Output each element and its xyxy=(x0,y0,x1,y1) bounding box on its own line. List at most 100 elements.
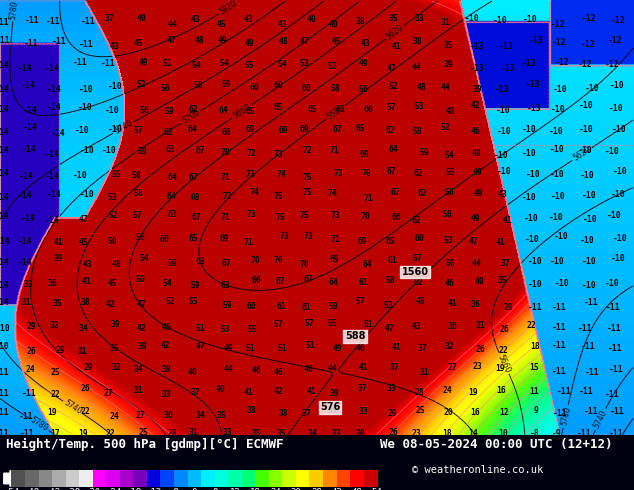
Text: 70: 70 xyxy=(361,169,371,177)
Text: 55: 55 xyxy=(247,325,257,334)
Text: 23: 23 xyxy=(472,363,482,371)
Text: 69: 69 xyxy=(299,125,309,134)
Text: 63: 63 xyxy=(167,210,177,219)
Text: 46: 46 xyxy=(444,279,454,288)
Text: 1560: 1560 xyxy=(401,267,429,277)
Text: 73: 73 xyxy=(330,211,340,220)
Text: -14: -14 xyxy=(0,212,10,221)
Text: -10: -10 xyxy=(496,167,511,175)
Text: 57: 57 xyxy=(132,211,142,220)
Text: 54: 54 xyxy=(219,59,229,68)
Text: 26: 26 xyxy=(475,344,485,354)
Text: 43: 43 xyxy=(190,15,200,24)
Text: 63: 63 xyxy=(165,145,175,154)
Text: 57: 57 xyxy=(386,103,396,112)
Text: -11: -11 xyxy=(552,341,566,350)
Text: 75: 75 xyxy=(302,188,312,197)
Text: 73: 73 xyxy=(333,169,343,177)
Text: -10: -10 xyxy=(581,191,597,200)
Bar xyxy=(120,470,134,487)
Text: 26: 26 xyxy=(80,384,90,393)
Text: -14: -14 xyxy=(21,80,36,90)
Text: 68: 68 xyxy=(190,193,200,202)
Text: 35: 35 xyxy=(216,411,226,420)
Text: -14: -14 xyxy=(0,193,10,202)
Text: -14: -14 xyxy=(18,258,32,267)
Text: 19: 19 xyxy=(78,429,88,438)
Text: 62: 62 xyxy=(385,126,395,135)
Text: -10: -10 xyxy=(101,146,116,155)
Text: 36: 36 xyxy=(327,406,337,415)
Text: -14: -14 xyxy=(23,106,37,115)
Text: 51: 51 xyxy=(245,343,255,353)
Text: 52: 52 xyxy=(327,62,337,71)
Bar xyxy=(337,470,351,487)
Text: 46: 46 xyxy=(470,127,480,136)
Text: -14: -14 xyxy=(44,64,60,73)
Bar xyxy=(160,470,174,487)
Text: 5580: 5580 xyxy=(325,102,346,122)
Text: 44: 44 xyxy=(471,259,481,268)
Text: -14: -14 xyxy=(44,216,60,225)
Text: -10: -10 xyxy=(522,193,536,202)
Text: 56: 56 xyxy=(135,233,145,242)
Text: -10: -10 xyxy=(522,125,536,134)
Text: -12: -12 xyxy=(605,60,619,69)
Text: 39: 39 xyxy=(329,389,339,398)
Text: 35: 35 xyxy=(388,14,398,24)
Text: 53: 53 xyxy=(383,301,393,310)
Text: 57: 57 xyxy=(412,254,422,263)
Text: Height/Temp. 500 hPa [gdmp][°C] ECMWF: Height/Temp. 500 hPa [gdmp][°C] ECMWF xyxy=(6,438,284,451)
Text: 51: 51 xyxy=(277,343,287,353)
Text: 46: 46 xyxy=(303,366,313,374)
Bar xyxy=(242,470,256,487)
Text: 48: 48 xyxy=(415,297,425,306)
Text: 32: 32 xyxy=(49,321,59,330)
Text: -10: -10 xyxy=(607,211,621,220)
Text: 5700: 5700 xyxy=(180,108,202,126)
Text: 52: 52 xyxy=(413,278,423,287)
Bar xyxy=(133,470,148,487)
Text: 46: 46 xyxy=(161,323,171,332)
Text: 49: 49 xyxy=(332,343,342,353)
Text: 44: 44 xyxy=(223,366,233,374)
Text: 49: 49 xyxy=(217,36,227,45)
Text: 19: 19 xyxy=(47,408,57,417)
Text: 10: 10 xyxy=(498,429,508,438)
Text: 35: 35 xyxy=(276,429,286,438)
Text: 22: 22 xyxy=(526,321,536,330)
Text: -10: -10 xyxy=(585,83,599,93)
Text: 32: 32 xyxy=(444,342,454,351)
Text: -10: -10 xyxy=(527,257,542,266)
Text: 43: 43 xyxy=(411,322,421,331)
Text: 74: 74 xyxy=(249,188,259,197)
Text: 24: 24 xyxy=(270,489,281,490)
Text: -14: -14 xyxy=(0,258,10,267)
Text: -8: -8 xyxy=(169,489,179,490)
Text: 47: 47 xyxy=(78,215,88,224)
Text: 44: 44 xyxy=(440,82,450,92)
Text: -10: -10 xyxy=(578,146,592,155)
Text: 61: 61 xyxy=(276,302,286,311)
Text: 67: 67 xyxy=(303,275,313,284)
Text: 57: 57 xyxy=(133,126,143,135)
Text: -11: -11 xyxy=(605,303,620,312)
Text: 38: 38 xyxy=(355,17,365,26)
Text: 30: 30 xyxy=(290,489,301,490)
Text: 33: 33 xyxy=(161,390,171,399)
Text: 58: 58 xyxy=(330,83,340,93)
Text: -10: -10 xyxy=(524,214,538,223)
Bar xyxy=(323,470,337,487)
Text: 38: 38 xyxy=(80,298,90,307)
Text: 30: 30 xyxy=(355,429,365,438)
Text: 42: 42 xyxy=(160,341,170,350)
Text: 59: 59 xyxy=(137,147,147,156)
Text: -11: -11 xyxy=(578,324,592,333)
Text: -10: -10 xyxy=(611,190,625,199)
Text: -10: -10 xyxy=(465,14,479,24)
Text: -14: -14 xyxy=(44,150,60,159)
Text: -10: -10 xyxy=(496,106,510,115)
Bar xyxy=(39,470,53,487)
Text: 56: 56 xyxy=(442,210,452,219)
Text: -11: -11 xyxy=(0,18,10,27)
